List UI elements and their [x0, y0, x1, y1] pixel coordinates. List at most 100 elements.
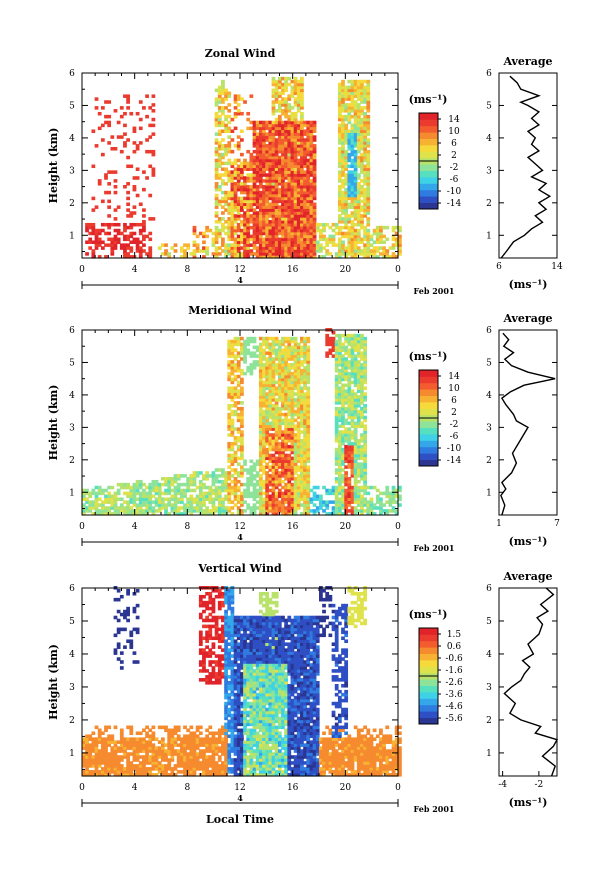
- heatmap-cell: [230, 129, 235, 133]
- heatmap-cell: [94, 497, 99, 501]
- heatmap-cell: [287, 497, 292, 501]
- heatmap-cell: [350, 444, 355, 449]
- heatmap-cell: [104, 190, 108, 195]
- heatmap-cell: [356, 193, 361, 198]
- heatmap-cell: [262, 424, 266, 428]
- heatmap-cell: [296, 371, 301, 376]
- heatmap-cell: [303, 439, 307, 443]
- heatmap-cell: [192, 255, 197, 259]
- heatmap-cell: [284, 351, 288, 355]
- heatmap-cell: [142, 491, 146, 496]
- heatmap-cell: [119, 149, 124, 154]
- heatmap-cell: [306, 371, 311, 376]
- heatmap-cell: [306, 237, 311, 242]
- heatmap-cell: [303, 234, 307, 239]
- heatmap-cell: [258, 485, 263, 490]
- heatmap-cell: [350, 109, 355, 113]
- heatmap-cell: [129, 500, 134, 504]
- heatmap-cell: [123, 491, 127, 496]
- heatmap-cell: [287, 196, 292, 201]
- heatmap-cell: [170, 503, 175, 507]
- heatmap-cell: [290, 418, 295, 423]
- heatmap-cell: [312, 161, 317, 166]
- heatmap-cell: [293, 123, 298, 128]
- heatmap-cell: [233, 494, 238, 499]
- heatmap-cell: [246, 234, 251, 239]
- heatmap-cell: [268, 193, 273, 198]
- heatmap-cell: [363, 354, 367, 358]
- heatmap-cell: [296, 383, 301, 388]
- heatmap-cell: [363, 450, 367, 455]
- heatmap-cell: [312, 176, 317, 180]
- heatmap-cell: [347, 360, 352, 364]
- heatmap-cell: [284, 97, 288, 101]
- heatmap-cell: [303, 494, 307, 499]
- heatmap-cell: [173, 477, 178, 481]
- heatmap-cell: [91, 255, 96, 259]
- heatmap-cell: [104, 506, 108, 510]
- heatmap-cell: [265, 383, 270, 388]
- heatmap-cell: [328, 512, 333, 516]
- heatmap-cell: [328, 339, 333, 344]
- heatmap-cell: [293, 345, 298, 350]
- heatmap-cell: [265, 506, 270, 510]
- heatmap-cell: [217, 94, 222, 98]
- heatmap-cell: [350, 182, 355, 186]
- heatmap-cell: [135, 485, 140, 490]
- heatmap-cell: [227, 465, 232, 469]
- heatmap-cell: [398, 237, 402, 242]
- heatmap-cell: [271, 380, 276, 385]
- heatmap-cell: [296, 202, 301, 207]
- heatmap-cell: [379, 503, 383, 507]
- heatmap-cell: [258, 491, 263, 496]
- heatmap-cell: [198, 479, 203, 484]
- heatmap-cell: [312, 231, 317, 236]
- heatmap-cell: [265, 144, 270, 148]
- heatmap-cell: [293, 418, 298, 423]
- heatmap-cell: [277, 76, 282, 81]
- heatmap-cell: [243, 217, 247, 221]
- heatmap-cell: [233, 366, 238, 370]
- heatmap-cell: [341, 246, 345, 250]
- heatmap-cell: [277, 474, 282, 478]
- heatmap-cell: [337, 450, 342, 455]
- heatmap-cell: [246, 164, 251, 169]
- heatmap-cell: [230, 456, 235, 461]
- heatmap-cell: [233, 97, 238, 101]
- heatmap-cell: [100, 503, 105, 507]
- heatmap-cell: [369, 234, 374, 239]
- heatmap-cell: [252, 366, 257, 370]
- heatmap-cell: [262, 465, 266, 469]
- heatmap-cell: [353, 240, 358, 244]
- heatmap-cell: [227, 360, 232, 364]
- heatmap-cell: [281, 199, 285, 204]
- heatmap-cell: [240, 512, 244, 516]
- heatmap-cell: [281, 398, 285, 402]
- heatmap-cell: [347, 234, 352, 239]
- heatmap-cell: [274, 91, 279, 96]
- heatmap-cell: [274, 249, 279, 253]
- heatmap-cell: [236, 240, 241, 244]
- heatmap-cell: [287, 199, 292, 204]
- heatmap-cell: [337, 509, 342, 513]
- heatmap-cell: [290, 231, 295, 236]
- heatmap-cell: [341, 161, 345, 166]
- heatmap-cell: [151, 500, 156, 504]
- heatmap-cell: [287, 503, 292, 507]
- heatmap-cell: [258, 222, 263, 227]
- heatmap-cell: [277, 357, 282, 361]
- heatmap-cell: [296, 193, 301, 198]
- heatmap-cell: [135, 222, 140, 227]
- heatmap-cell: [233, 176, 238, 180]
- heatmap-cell: [363, 176, 367, 180]
- heatmap-cell: [227, 222, 232, 227]
- heatmap-cell: [290, 217, 295, 221]
- heatmap-cell: [303, 509, 307, 513]
- heatmap-cell: [309, 243, 314, 247]
- heatmap-cell: [252, 351, 257, 355]
- heatmap-cell: [341, 412, 345, 417]
- heatmap-cell: [353, 106, 358, 110]
- heatmap-cell: [274, 217, 279, 221]
- heatmap-cell: [293, 88, 298, 93]
- heatmap-cell: [107, 120, 112, 125]
